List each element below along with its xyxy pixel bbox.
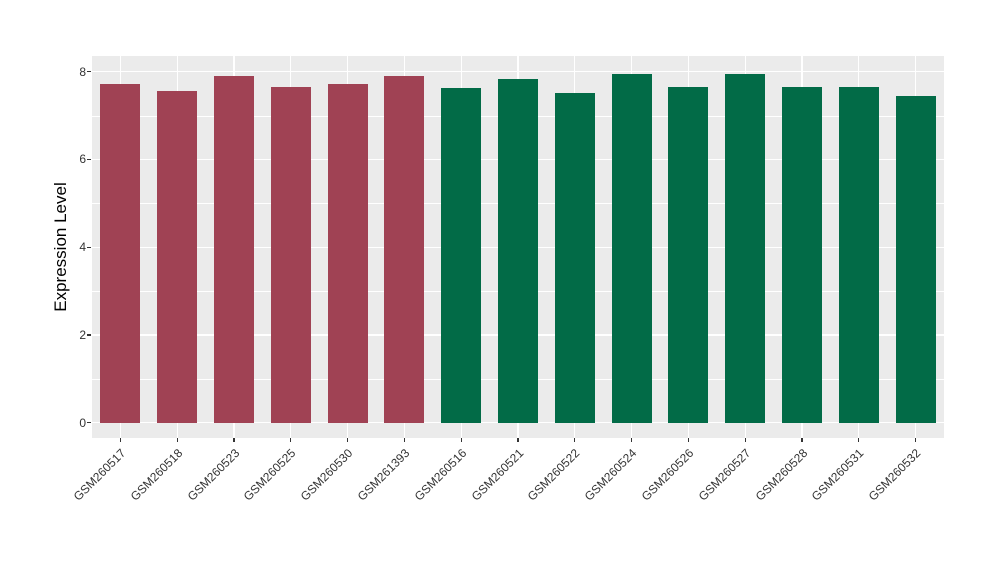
x-tick-label: GSM260516 xyxy=(411,446,470,504)
y-tick-label: 0 xyxy=(79,415,86,430)
x-tick-label: GSM260524 xyxy=(581,446,640,504)
x-tick-label: GSM260526 xyxy=(638,446,697,504)
x-tick-mark xyxy=(233,438,235,442)
bar-GSM260523 xyxy=(214,75,254,423)
y-tick-mark xyxy=(87,334,91,336)
x-tick-label: GSM260528 xyxy=(752,446,810,504)
bar-GSM260524 xyxy=(611,74,652,423)
y-tick-label: 8 xyxy=(79,64,86,79)
bar-GSM260521 xyxy=(498,78,538,423)
bar-GSM260526 xyxy=(668,86,709,423)
y-tick-label: 6 xyxy=(79,152,86,167)
x-tick-mark xyxy=(631,438,633,442)
x-tick-label: GSM260517 xyxy=(70,446,129,504)
x-tick-mark xyxy=(858,438,860,442)
x-tick-label: GSM261393 xyxy=(354,446,413,504)
bar-GSM260531 xyxy=(838,86,879,423)
x-tick-mark xyxy=(801,438,803,442)
x-tick-label: GSM260522 xyxy=(525,446,583,504)
y-tick-mark xyxy=(87,246,91,248)
x-tick-mark xyxy=(517,438,519,442)
x-tick-mark xyxy=(574,438,576,442)
x-tick-mark xyxy=(460,438,462,442)
x-tick-label: GSM260523 xyxy=(184,446,242,504)
y-tick-mark xyxy=(87,158,91,161)
x-tick-label: GSM260531 xyxy=(809,446,867,504)
x-tick-mark xyxy=(176,438,178,442)
bar-GSM260517 xyxy=(100,83,141,423)
y-tick-mark xyxy=(87,71,91,73)
x-tick-mark xyxy=(687,438,689,442)
x-tick-mark xyxy=(119,438,121,442)
bar-GSM260518 xyxy=(157,91,198,423)
bar-GSM260522 xyxy=(554,93,595,423)
x-tick-label: GSM260532 xyxy=(865,446,924,504)
bar-GSM260532 xyxy=(895,95,936,423)
x-tick-label: GSM260530 xyxy=(297,446,356,504)
bar-GSM261393 xyxy=(384,75,425,423)
x-tick-mark xyxy=(347,438,349,442)
y-tick-mark xyxy=(87,422,91,424)
y-tick-label: 4 xyxy=(79,240,86,255)
bar-GSM260525 xyxy=(270,87,311,423)
x-tick-mark xyxy=(290,438,292,442)
x-tick-label: GSM260518 xyxy=(127,446,186,504)
y-tick-label: 2 xyxy=(79,327,86,342)
x-tick-mark xyxy=(403,438,405,442)
bar-GSM260516 xyxy=(441,88,482,423)
x-tick-label: GSM260521 xyxy=(468,446,526,504)
plot-panel xyxy=(92,56,944,438)
bar-GSM260528 xyxy=(782,86,822,423)
x-tick-mark xyxy=(915,438,917,442)
x-tick-mark xyxy=(744,438,746,442)
x-tick-label: GSM260525 xyxy=(241,446,299,504)
x-tick-label: GSM260527 xyxy=(695,446,754,504)
bar-GSM260527 xyxy=(725,74,766,423)
bar-GSM260530 xyxy=(327,83,368,423)
